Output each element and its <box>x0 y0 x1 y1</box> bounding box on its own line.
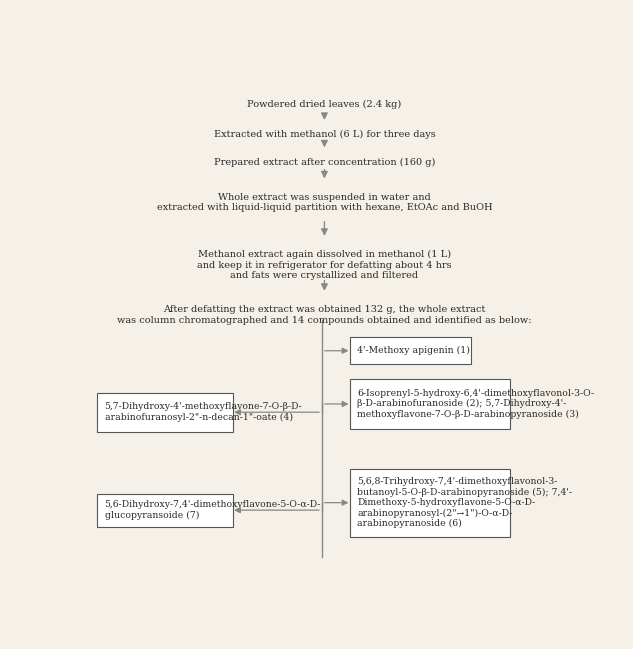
Text: Methanol extract again dissolved in methanol (1 L)
and keep it in refrigerator f: Methanol extract again dissolved in meth… <box>197 251 452 280</box>
Text: After defatting the extract was obtained 132 g, the whole extract
was column chr: After defatting the extract was obtained… <box>117 305 532 324</box>
Text: Powdered dried leaves (2.4 kg): Powdered dried leaves (2.4 kg) <box>248 101 401 110</box>
FancyBboxPatch shape <box>350 469 510 537</box>
Text: 5,7-Dihydroxy-4'-methoxyflavone-7-O-β-D-
arabinofuranosyl-2"-n-decan-1"-oate (4): 5,7-Dihydroxy-4'-methoxyflavone-7-O-β-D-… <box>104 402 303 422</box>
FancyBboxPatch shape <box>97 494 233 526</box>
Text: Extracted with methanol (6 L) for three days: Extracted with methanol (6 L) for three … <box>213 130 436 140</box>
Text: 5,6-Dihydroxy-7,4'-dimethoxyflavone-5-O-α-D-
glucopyransoide (7): 5,6-Dihydroxy-7,4'-dimethoxyflavone-5-O-… <box>104 500 321 520</box>
FancyBboxPatch shape <box>350 379 510 429</box>
FancyBboxPatch shape <box>97 393 233 432</box>
Text: 6-Isoprenyl-5-hydroxy-6,4'-dimethoxyflavonol-3-O-
β-D-arabinofuranoside (2); 5,7: 6-Isoprenyl-5-hydroxy-6,4'-dimethoxyflav… <box>357 389 594 419</box>
Text: Whole extract was suspended in water and
extracted with liquid-liquid partition : Whole extract was suspended in water and… <box>156 193 492 212</box>
Text: 5,6,8-Trihydroxy-7,4'-dimethoxyflavonol-3-
butanoyl-5-O-β-D-arabinopyranoside (5: 5,6,8-Trihydroxy-7,4'-dimethoxyflavonol-… <box>357 477 572 528</box>
Text: 4'-Methoxy apigenin (1): 4'-Methoxy apigenin (1) <box>357 346 470 355</box>
FancyBboxPatch shape <box>350 337 470 364</box>
Text: Prepared extract after concentration (160 g): Prepared extract after concentration (16… <box>214 158 435 167</box>
